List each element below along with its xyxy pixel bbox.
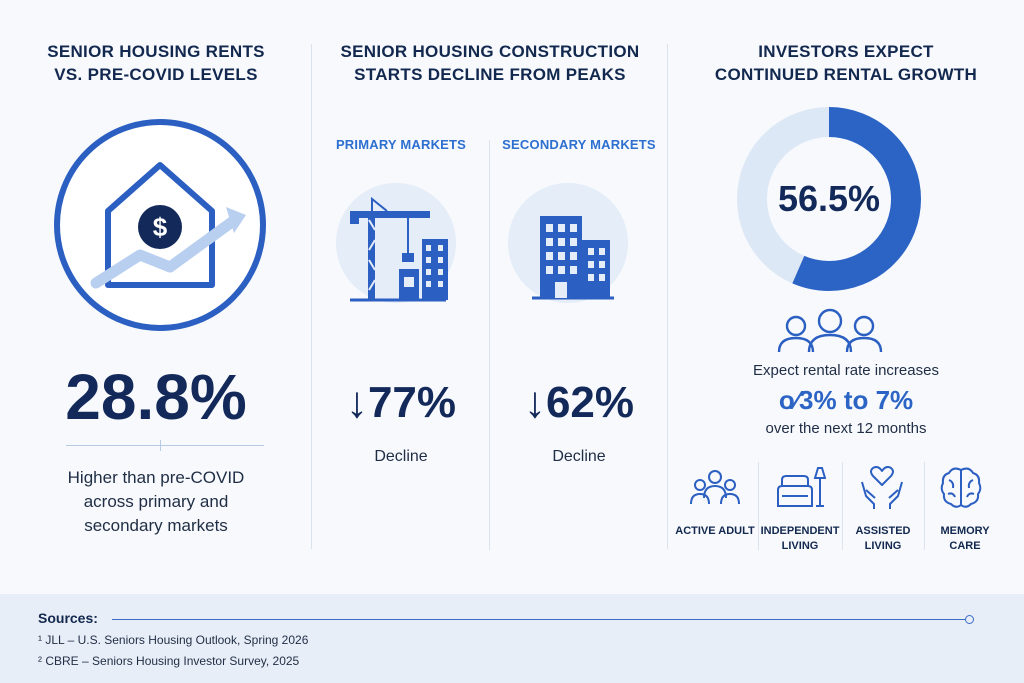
divider-left <box>311 44 312 549</box>
rents-panel-title: SENIOR HOUSING RENTS VS. PRE-COVID LEVEL… <box>0 40 312 86</box>
sources-rule-end <box>965 615 974 624</box>
rents-caption: Higher than pre-COVID across primary and… <box>0 466 312 538</box>
divider-right <box>667 44 668 549</box>
house-dollar-growth-icon: $ <box>54 119 266 331</box>
investors-panel-title: INVESTORS EXPECT CONTINUED RENTAL GROWTH <box>668 40 1024 86</box>
down-arrow-icon: ↓ <box>523 378 546 427</box>
category-label-line: INDEPENDENT <box>760 525 840 537</box>
rents-panel: SENIOR HOUSING RENTS VS. PRE-COVID LEVEL… <box>0 0 312 594</box>
memory-care-icon <box>940 467 982 508</box>
investors-title-line1: INVESTORS EXPECT <box>758 42 934 61</box>
rents-title-line1: SENIOR HOUSING RENTS <box>47 42 265 61</box>
category-label-line: ACTIVE ADULT <box>675 525 755 537</box>
category-label-independent-living: INDEPENDENT LIVING <box>758 524 842 554</box>
category-label-active-adult: ACTIVE ADULT <box>672 524 758 539</box>
rents-title-line2: VS. PRE-COVID LEVELS <box>54 65 258 84</box>
secondary-value-text: 62% <box>545 378 635 427</box>
category-label-memory-care: MEMORY CARE <box>924 524 1006 554</box>
sources-label: Sources: <box>38 610 98 626</box>
construction-title-line2: STARTS DECLINE FROM PEAKS <box>354 65 626 84</box>
sources-rule <box>112 619 968 620</box>
primary-decline-value: ↓77% <box>312 378 490 428</box>
rents-caption-line3: secondary markets <box>84 516 228 535</box>
divider-markets <box>489 140 490 550</box>
active-adult-icon <box>690 470 740 505</box>
category-label-line: ASSISTED <box>855 525 911 537</box>
construction-panel-title: SENIOR HOUSING CONSTRUCTION STARTS DECLI… <box>312 40 668 86</box>
rents-value: 28.8% <box>65 361 247 433</box>
independent-living-icon <box>777 467 826 507</box>
category-label-line: LIVING <box>864 540 902 552</box>
investors-title-line2: CONTINUED RENTAL GROWTH <box>714 65 978 84</box>
source-item: ² CBRE – Seniors Housing Investor Survey… <box>38 654 300 668</box>
category-label-line: CARE <box>949 540 981 552</box>
construction-title-line1: SENIOR HOUSING CONSTRUCTION <box>340 42 640 61</box>
buildings-icon <box>532 216 614 300</box>
category-divider-3 <box>924 462 925 550</box>
people-group-icon <box>777 308 883 353</box>
secondary-decline-value: ↓62% <box>490 378 668 428</box>
investors-text-line1: Expect rental rate increases <box>753 362 939 379</box>
rents-underline-tick <box>160 440 161 451</box>
category-divider-1 <box>758 462 759 550</box>
rents-caption-line1: Higher than pre-COVID <box>67 468 245 487</box>
category-label-assisted-living: ASSISTED LIVING <box>842 524 924 554</box>
category-divider-2 <box>842 462 843 550</box>
primary-value-text: 77% <box>367 378 457 427</box>
rents-underline <box>66 445 264 446</box>
svg-text:$: $ <box>153 212 168 242</box>
rents-caption-line2: across primary and <box>83 492 229 511</box>
donut-value: 56.5% <box>777 178 881 219</box>
source-item: ¹ JLL – U.S. Seniors Housing Outlook, Sp… <box>38 633 309 647</box>
construction-crane-icon <box>350 196 448 302</box>
donut-arc <box>737 107 921 291</box>
category-label-line: MEMORY <box>940 525 990 537</box>
down-arrow-icon: ↓ <box>345 378 368 427</box>
primary-markets-label: PRIMARY MARKETS <box>335 137 467 152</box>
investors-range: o⁄3% to 7% <box>778 385 914 415</box>
investor-donut-chart <box>737 107 921 291</box>
primary-decline-caption: Decline <box>374 448 428 465</box>
investors-panel: INVESTORS EXPECT CONTINUED RENTAL GROWTH… <box>668 0 1024 594</box>
secondary-decline-caption: Decline <box>552 448 606 465</box>
investors-text-line3: over the next 12 months <box>765 420 927 437</box>
assisted-living-icon <box>861 466 903 509</box>
secondary-markets-label: SECONDARY MARKETS <box>502 137 656 152</box>
construction-panel: SENIOR HOUSING CONSTRUCTION STARTS DECLI… <box>312 0 668 594</box>
sources-footer: Sources: ¹ JLL – U.S. Seniors Housing Ou… <box>0 594 1024 683</box>
category-label-line: LIVING <box>781 540 819 552</box>
